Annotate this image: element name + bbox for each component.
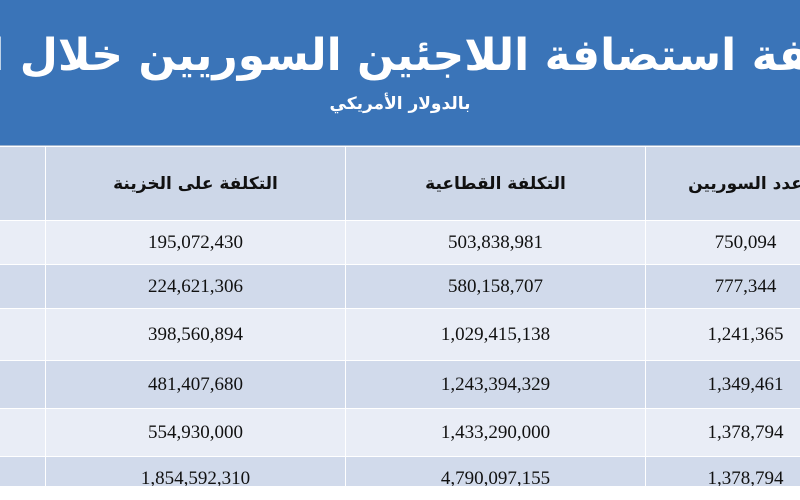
treasury-cost-cell: 554,930,000: [45, 408, 346, 457]
year-cell: [0, 220, 46, 265]
cost-table-container: التكلفة على الخزينة التكلفة القطاعية عدد…: [0, 146, 800, 500]
table-row: 195,072,430 503,838,981 750,094: [0, 220, 800, 265]
sector-cost-cell: 1,433,290,000: [345, 408, 646, 457]
year-cell: [0, 264, 46, 309]
page-bottom-margin: [0, 486, 800, 500]
table-header-banner: تكلفة استضافة اللاجئين السوريين خلال الأ…: [0, 0, 800, 146]
cost-table: التكلفة على الخزينة التكلفة القطاعية عدد…: [0, 146, 800, 500]
treasury-cost-cell: 224,621,306: [45, 264, 346, 309]
table-row: 224,621,306 580,158,707 777,344: [0, 264, 800, 309]
year-cell: [0, 308, 46, 361]
year-cell: [0, 408, 46, 457]
column-header-sector-cost: التكلفة القطاعية: [345, 146, 646, 221]
sector-cost-cell: 503,838,981: [345, 220, 646, 265]
year-cell: [0, 360, 46, 409]
table-row-total: 1,854,592,310 4,790,097,155 1,378,794: [0, 456, 800, 500]
table-row: 398,560,894 1,029,415,138 1,241,365: [0, 308, 800, 361]
syrian-count-cell: 1,349,461: [645, 360, 800, 409]
table-header-row: التكلفة على الخزينة التكلفة القطاعية عدد…: [0, 146, 800, 221]
treasury-cost-cell: 398,560,894: [45, 308, 346, 361]
page-subtitle: بالدولار الأمريكي: [329, 94, 471, 114]
syrian-count-cell: 777,344: [645, 264, 800, 309]
year-cell: [0, 456, 46, 500]
syrian-count-cell: 1,378,794: [645, 408, 800, 457]
sector-cost-cell: 1,243,394,329: [345, 360, 646, 409]
sector-cost-cell: 1,029,415,138: [345, 308, 646, 361]
column-header-year: [0, 146, 46, 221]
treasury-cost-cell: 195,072,430: [45, 220, 346, 265]
table-row: 554,930,000 1,433,290,000 1,378,794: [0, 408, 800, 457]
syrian-count-cell: 750,094: [645, 220, 800, 265]
table-row: 481,407,680 1,243,394,329 1,349,461: [0, 360, 800, 409]
sector-cost-cell: 580,158,707: [345, 264, 646, 309]
treasury-cost-cell: 481,407,680: [45, 360, 346, 409]
column-header-treasury-cost: التكلفة على الخزينة: [45, 146, 346, 221]
column-header-syrian-count: عدد السوريين: [645, 146, 800, 221]
syrian-count-cell: 1,241,365: [645, 308, 800, 361]
page-title: تكلفة استضافة اللاجئين السوريين خلال الأ…: [0, 30, 800, 81]
